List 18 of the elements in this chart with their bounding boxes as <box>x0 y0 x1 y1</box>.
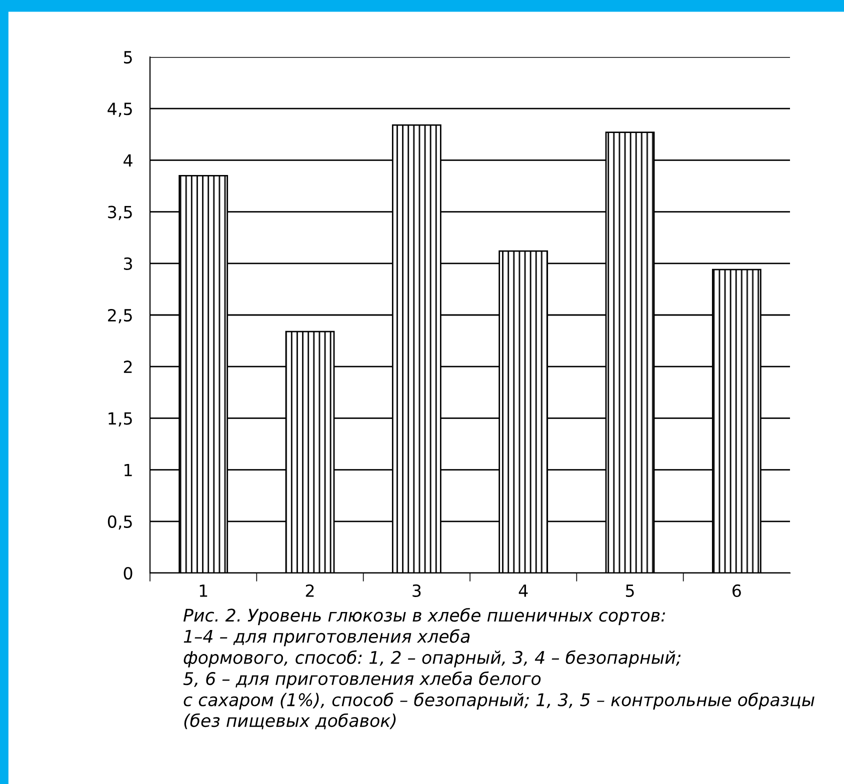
x-tick-label: 3 <box>412 584 421 598</box>
y-tick-label: 4 <box>124 154 132 167</box>
y-tick-label: 3,5 <box>108 206 132 220</box>
y-tick-label: 2,5 <box>108 308 132 324</box>
x-tick-label: 5 <box>626 584 634 598</box>
x-tick-label: 4 <box>518 584 528 597</box>
y-tick-label: 0 <box>124 566 132 580</box>
text: Рис. 2. Уровень глюкозы в хлебе пшеничных сортов: 1–4 – для приготовления хлеба формового, способ: 1, 2 – опарный, 3, 4 – безопарный; 5, 6 – для приготовления хлеба белого с сахаром (1%), способ – безопарный; 1, 3, 5 – контрольные образцы (без пищевых добавок) <box>183 608 814 730</box>
y-tick-label: 5 <box>124 51 132 64</box>
x-tick-label: 6 <box>732 584 741 598</box>
y-tick-label: 2 <box>124 360 132 373</box>
y-tick-label: 0,5 <box>108 515 132 530</box>
y-tick-label: 1 <box>124 464 132 476</box>
x-tick-label: 2 <box>306 584 314 597</box>
y-tick-label: 3 <box>124 257 132 270</box>
y-tick-label: 1,5 <box>108 412 132 426</box>
y-tick-label: 4,5 <box>108 102 132 117</box>
x-tick-label: 1 <box>200 584 208 597</box>
